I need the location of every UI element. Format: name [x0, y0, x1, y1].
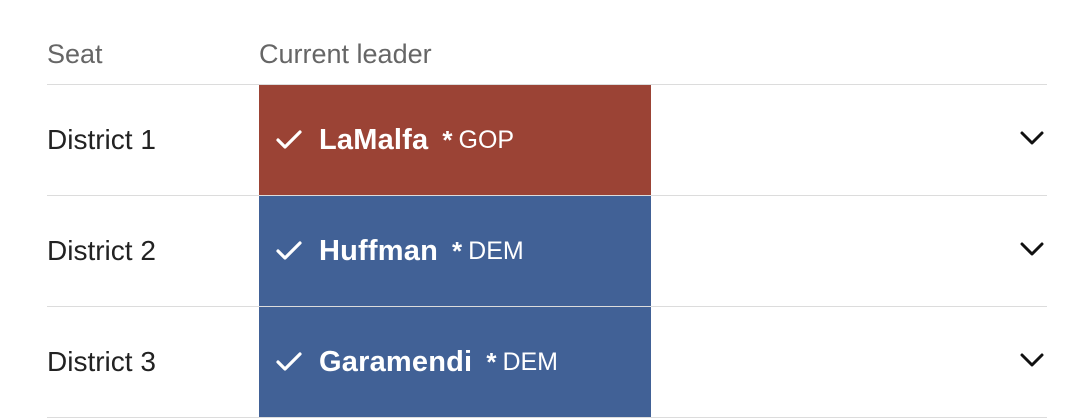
- seat-label: District 2: [47, 235, 156, 266]
- check-icon: [275, 129, 303, 151]
- party-label: GOP: [458, 125, 515, 154]
- results-table: Seat Current leader District 1 LaMalfa *…: [47, 0, 1047, 418]
- check-icon: [275, 351, 303, 373]
- leader-cell: LaMalfa * GOP: [259, 85, 651, 195]
- chevron-down-icon[interactable]: [1019, 129, 1045, 147]
- incumbent-marker: *: [486, 346, 497, 377]
- table-row[interactable]: District 1 LaMalfa * GOP: [47, 85, 1047, 196]
- party-label: DEM: [502, 347, 558, 376]
- leader-name: LaMalfa: [319, 123, 429, 156]
- leader-cell: Garamendi * DEM: [259, 307, 651, 417]
- chevron-down-icon[interactable]: [1019, 240, 1045, 258]
- incumbent-marker: *: [452, 235, 463, 266]
- incumbent-marker: *: [442, 124, 453, 155]
- chevron-down-icon[interactable]: [1019, 351, 1045, 369]
- current-leader-column-header: Current leader: [259, 39, 432, 69]
- party-label: DEM: [468, 236, 524, 265]
- table-row[interactable]: District 2 Huffman * DEM: [47, 196, 1047, 307]
- table-row[interactable]: District 3 Garamendi * DEM: [47, 307, 1047, 418]
- seat-label: District 3: [47, 346, 156, 377]
- seat-label: District 1: [47, 124, 156, 155]
- table-header: Seat Current leader: [47, 0, 1047, 85]
- leader-name: Huffman: [319, 234, 439, 267]
- leader-name: Garamendi: [319, 345, 473, 378]
- leader-cell: Huffman * DEM: [259, 196, 651, 306]
- check-icon: [275, 240, 303, 262]
- seat-column-header: Seat: [47, 39, 103, 69]
